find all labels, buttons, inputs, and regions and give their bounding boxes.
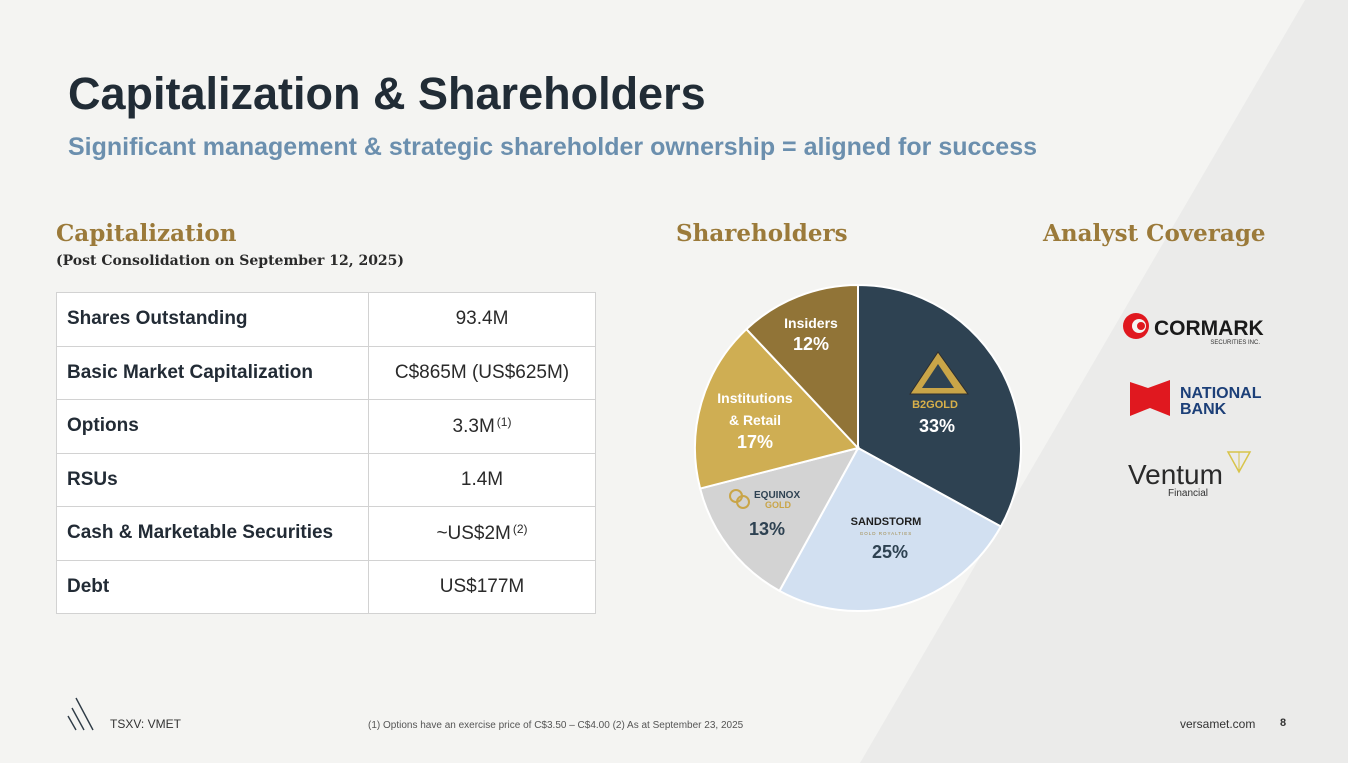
ventum-logo-subtext: Financial (1168, 488, 1208, 499)
shareholders-heading: Shareholders (676, 220, 848, 247)
national-bank-logo-text-1: NATIONAL (1180, 385, 1262, 402)
value-text: C$865M (US$625M) (394, 361, 570, 383)
pie-text-insiders: Insiders (784, 315, 838, 331)
table-row: Options 3.3M (1) (56, 399, 596, 454)
pie-slice-insiders (745, 283, 859, 451)
table-cell-value: 93.4M (368, 292, 596, 347)
capitalization-subheading: (Post Consolidation on September 12, 202… (56, 253, 405, 269)
footer-note: (1) Options have an exercise price of C$… (368, 720, 744, 731)
pie-label-b2gold: 33% (919, 416, 955, 436)
footer-website: versamet.com (1180, 717, 1256, 731)
footnote-marker: (2) (512, 521, 528, 536)
cormark-logo-subtext: SECURITIES INC. (1210, 340, 1260, 346)
analyst-coverage-heading: Analyst Coverage (1043, 220, 1266, 247)
table-cell-label: Options (56, 399, 369, 454)
footer-ticker: TSXV: VMET (110, 717, 181, 731)
page-number: 8 (1280, 717, 1287, 729)
table-cell-label: Basic Market Capitalization (56, 345, 369, 400)
pie-label-institutions: 17% (737, 432, 773, 452)
table-cell-value: C$865M (US$625M) (368, 345, 596, 400)
table-cell-value: US$177M (368, 559, 596, 614)
table-cell-value: ~US$2M (2) (368, 506, 596, 561)
shareholders-pie-chart: B2GOLD 33% SANDSTORM GOLD ROYALTIES 25% … (694, 283, 1022, 612)
pie-slice-equinox-gold (698, 446, 860, 593)
pie-slice-sandstorm-gold-royalties (778, 446, 1003, 612)
value-text: 3.3M (452, 415, 495, 437)
table-row: Basic Market Capitalization C$865M (US$62… (56, 345, 596, 400)
equinox-logo: EQUINOX GOLD (729, 489, 800, 510)
ventum-logo-text: Ventum (1128, 459, 1223, 490)
table-row: RSUs 1.4M (56, 452, 596, 507)
table-cell-label: Shares Outstanding (56, 292, 369, 347)
table-cell-value: 1.4M (368, 452, 596, 507)
pie-text-institutions-1: Institutions (717, 390, 793, 406)
equinox-logo-text: EQUINOX (754, 490, 800, 501)
table-row: Cash & Marketable Securities ~US$2M (2) (56, 506, 596, 561)
table-cell-label: Cash & Marketable Securities (56, 506, 369, 561)
value-text: ~US$2M (436, 522, 511, 544)
pie-label-equinox: 13% (749, 519, 785, 539)
national-bank-logo: NATIONAL BANK (1130, 380, 1262, 418)
ventum-logo: Ventum Financial (1128, 451, 1252, 499)
footnote-marker: (1) (496, 414, 512, 429)
b2gold-logo-text: B2GOLD (912, 399, 958, 411)
pie-label-sandstorm: 25% (872, 542, 908, 562)
sandstorm-logo-text: SANDSTORM (851, 516, 922, 528)
b2gold-logo: B2GOLD (909, 351, 969, 411)
page-subtitle: Significant management & strategic share… (68, 133, 1038, 161)
table-cell-label: Debt (56, 559, 369, 614)
cormark-logo-text: CORMARK (1154, 317, 1264, 340)
sandstorm-logo-subtext: GOLD ROYALTIES (860, 531, 913, 536)
pie-text-institutions-2: & Retail (729, 412, 781, 428)
cormark-logo: CORMARK SECURITIES INC. (1123, 313, 1264, 346)
pie-slice-institutions-retail (694, 327, 860, 490)
national-bank-logo-text-2: BANK (1180, 401, 1227, 418)
capitalization-heading: Capitalization (56, 220, 237, 247)
page-title: Capitalization & Shareholders (68, 68, 706, 119)
equinox-logo-subtext: GOLD (765, 500, 791, 510)
table-cell-label: RSUs (56, 452, 369, 507)
value-text: US$177M (439, 575, 525, 597)
value-text: 1.4M (460, 468, 504, 490)
capitalization-table: Shares Outstanding 93.4M Basic Market Capi… (56, 292, 596, 614)
value-text: 93.4M (455, 308, 509, 330)
table-row: Debt US$177M (56, 559, 596, 614)
versamet-logo-icon (67, 697, 94, 731)
table-row: Shares Outstanding 93.4M (56, 292, 596, 347)
pie-slice-b2gold (857, 283, 1022, 528)
pie-label-insiders: 12% (793, 334, 829, 354)
table-cell-value: 3.3M (1) (368, 399, 596, 454)
